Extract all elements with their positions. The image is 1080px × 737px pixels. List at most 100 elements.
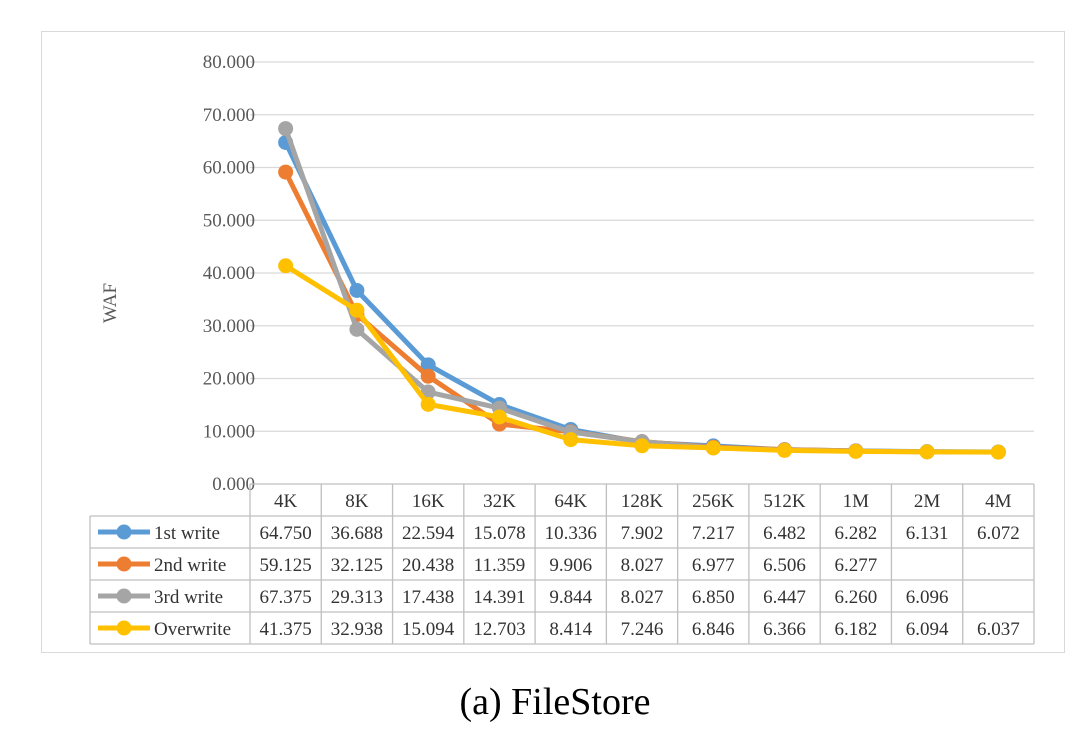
table-cell-value: 6.260 [834,587,877,608]
table-cell-value: 12.703 [473,619,525,640]
y-tick-label: 30.000 [203,316,255,337]
legend-series-name: Overwrite [154,619,231,640]
table-cell-value: 14.391 [473,587,525,608]
legend-key [98,620,150,636]
data-point [420,396,436,412]
x-category-label: 4K [274,491,298,512]
table-cell-value: 15.078 [473,523,525,544]
gridlines [250,61,1034,432]
series-line [283,169,859,454]
data-point [278,121,294,137]
x-category-label: 32K [483,491,516,512]
table-cell-value: 7.246 [621,619,664,640]
table-cell-value: 6.850 [692,587,735,608]
figure-caption: (a) FileStore [459,681,651,723]
table-cell-value: 6.366 [763,619,806,640]
legend-series-name: 3rd write [154,587,223,608]
legend-marker [116,524,132,540]
series-line [283,139,1001,455]
data-point [777,442,793,458]
x-category-label: 16K [412,491,445,512]
table-cell-value: 67.375 [260,587,312,608]
x-category-label: 256K [692,491,735,512]
series-line [283,126,930,455]
table-cell-value: 6.447 [763,587,806,608]
legend-series-name: 1st write [154,523,220,544]
series-overwrite [278,258,1006,460]
data-point [990,444,1006,460]
series-3rd-write [278,121,935,460]
x-category-label: 512K [763,491,806,512]
y-tick-label: 40.000 [203,263,255,284]
table-cell-value: 17.438 [402,587,454,608]
data-point [420,368,436,384]
data-point [705,440,721,456]
y-tick-label: 0.000 [212,474,255,495]
legend-marker [116,556,132,572]
table-cell-value: 41.375 [260,619,312,640]
data-point [278,164,294,180]
x-category-label: 4M [985,491,1012,512]
series-line [283,263,1001,455]
y-tick-label: 80.000 [203,52,255,73]
y-tick-label: 10.000 [203,421,255,442]
table-cell-value: 6.094 [906,619,949,640]
x-category-label: 128K [621,491,664,512]
table-cell-value: 7.902 [621,523,664,544]
x-category-label: 8K [345,491,369,512]
y-axis-title: WAF [100,283,121,323]
table-cell-value: 6.037 [977,619,1020,640]
table-cell-value: 32.125 [331,555,383,576]
y-tick-label: 50.000 [203,210,255,231]
chart-frame: 0.000 10.000 20.000 30.000 40.000 50.000 60.00… [41,31,1065,653]
table-cell-value: 6.277 [834,555,877,576]
table-cell-value: 11.359 [474,555,526,576]
data-point [420,357,436,373]
data-point [349,282,365,298]
table-cell-value: 8.027 [621,587,664,608]
legend-key [98,588,150,604]
data-point [349,321,365,337]
x-category-label: 2M [914,491,941,512]
table-cell-value: 10.336 [545,523,597,544]
table-cell-value: 6.846 [692,619,735,640]
data-point [919,444,935,460]
legend-marker [116,620,132,636]
legend-key [98,556,150,572]
table-cell-value: 22.594 [402,523,455,544]
y-tick-label: 20.000 [203,369,255,390]
table-cell-value: 6.131 [906,523,949,544]
table-cell-value: 36.688 [331,523,383,544]
y-tick-label: 70.000 [203,105,255,126]
table-cell-value: 6.977 [692,555,735,576]
table-cell-value: 6.182 [834,619,877,640]
table-cell-value: 6.282 [834,523,877,544]
legend-marker [116,588,132,604]
series-2nd-write [278,164,864,459]
series-lines [278,121,1006,460]
table-cell-value: 59.125 [260,555,312,576]
series-1st-write [278,134,1006,460]
table-cell-value: 6.096 [906,587,949,608]
table-cell-value: 6.072 [977,523,1020,544]
table-cell-value: 64.750 [260,523,312,544]
table-cell-value: 6.482 [763,523,806,544]
table-cell-value: 8.027 [621,555,664,576]
table-cell-value: 7.217 [692,523,735,544]
legend-series-name: 2nd write [154,555,226,576]
y-axis-ticks: 0.000 10.000 20.000 30.000 40.000 50.000 60.00… [203,52,255,495]
data-point [349,302,365,318]
data-point [848,443,864,459]
table-cell-value: 20.438 [402,555,454,576]
data-point [491,409,507,425]
table-cell-value: 15.094 [402,619,455,640]
table-cell-value: 6.506 [763,555,806,576]
data-point [563,432,579,448]
table-cell-value: 8.414 [549,619,592,640]
waf-line-chart: 0.000 10.000 20.000 30.000 40.000 50.000 60.00… [89,52,1035,645]
x-category-label: 64K [554,491,587,512]
x-category-label: 1M [843,491,870,512]
table-cell-value: 29.313 [331,587,383,608]
y-tick-label: 60.000 [203,158,255,179]
table-cell-value: 32.938 [331,619,383,640]
